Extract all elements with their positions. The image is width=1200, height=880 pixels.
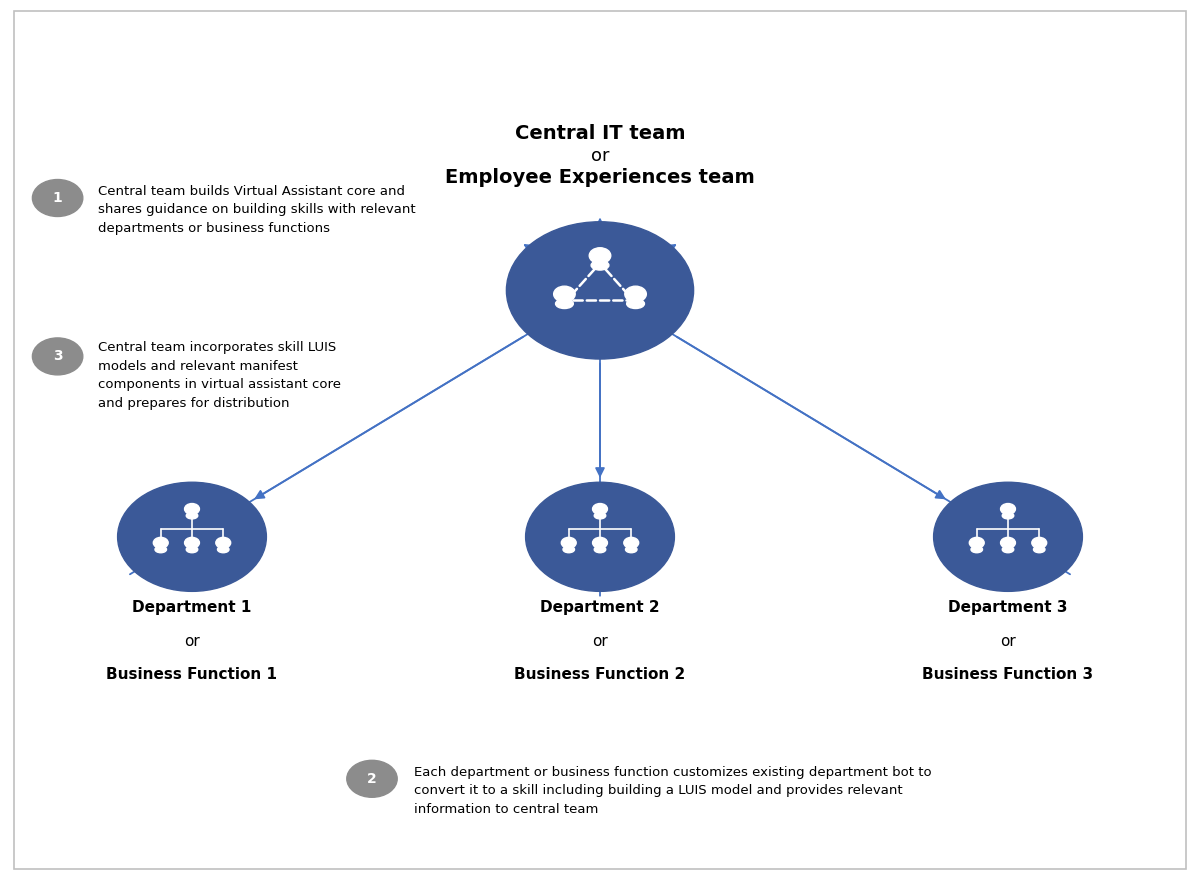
Ellipse shape [1002, 512, 1014, 519]
Circle shape [624, 538, 638, 548]
Circle shape [553, 286, 575, 302]
Ellipse shape [556, 299, 574, 309]
Ellipse shape [186, 546, 198, 553]
Text: or: or [592, 634, 608, 649]
Circle shape [934, 482, 1082, 591]
Circle shape [562, 538, 576, 548]
Text: Central team incorporates skill LUIS
models and relevant manifest
components in : Central team incorporates skill LUIS mod… [98, 341, 341, 410]
Circle shape [347, 760, 397, 797]
Ellipse shape [186, 512, 198, 519]
Circle shape [1001, 538, 1015, 548]
Text: Business Function 1: Business Function 1 [107, 667, 277, 682]
Text: Employee Experiences team: Employee Experiences team [445, 167, 755, 187]
Circle shape [216, 538, 230, 548]
Ellipse shape [625, 546, 637, 553]
Text: 2: 2 [367, 772, 377, 786]
Text: Central IT team: Central IT team [515, 123, 685, 143]
Text: Central team builds Virtual Assistant core and
shares guidance on building skill: Central team builds Virtual Assistant co… [98, 185, 416, 235]
Text: Department 1: Department 1 [132, 600, 252, 615]
Ellipse shape [155, 546, 167, 553]
Circle shape [970, 538, 984, 548]
Ellipse shape [594, 546, 606, 553]
Ellipse shape [594, 512, 606, 519]
Text: or: or [590, 147, 610, 165]
Text: Each department or business function customizes existing department bot to
conve: Each department or business function cus… [414, 766, 931, 816]
Text: Business Function 3: Business Function 3 [923, 667, 1093, 682]
Circle shape [185, 538, 199, 548]
Text: Business Function 2: Business Function 2 [515, 667, 685, 682]
Text: 1: 1 [53, 191, 62, 205]
Ellipse shape [592, 260, 608, 270]
Circle shape [118, 482, 266, 591]
Circle shape [1032, 538, 1046, 548]
Circle shape [593, 538, 607, 548]
Text: 3: 3 [53, 349, 62, 363]
Text: or: or [1000, 634, 1016, 649]
Ellipse shape [971, 546, 983, 553]
Ellipse shape [217, 546, 229, 553]
Circle shape [625, 286, 647, 302]
Text: or: or [184, 634, 200, 649]
Circle shape [526, 482, 674, 591]
Ellipse shape [563, 546, 575, 553]
Circle shape [32, 180, 83, 216]
Ellipse shape [1033, 546, 1045, 553]
Circle shape [1001, 503, 1015, 515]
Text: Department 3: Department 3 [948, 600, 1068, 615]
Ellipse shape [1002, 546, 1014, 553]
Ellipse shape [626, 299, 644, 309]
Circle shape [32, 338, 83, 375]
Circle shape [154, 538, 168, 548]
Circle shape [185, 503, 199, 515]
Circle shape [593, 503, 607, 515]
Text: Department 2: Department 2 [540, 600, 660, 615]
Circle shape [506, 222, 694, 359]
Circle shape [589, 248, 611, 263]
